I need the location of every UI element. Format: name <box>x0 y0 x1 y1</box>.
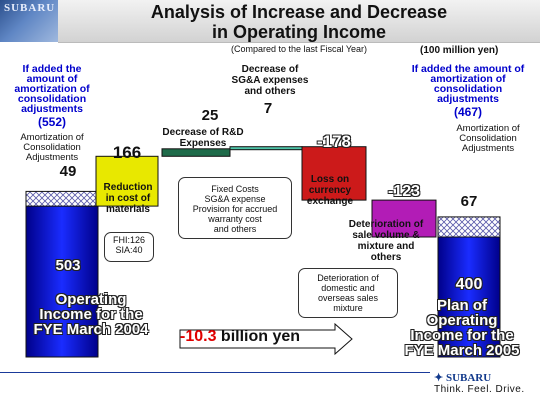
fye04-line3: FYE March 2004 <box>33 321 149 338</box>
materials-annotation: Reduction in cost of materials <box>97 182 159 215</box>
sga-line2: SG&A expenses <box>231 75 309 86</box>
left-amort-line3: Adjustments <box>25 152 79 163</box>
subaru-logo-text: SUBARU <box>4 2 56 14</box>
fx-line3: exchange <box>306 196 354 207</box>
amortization-value-label-right: 67 <box>460 193 478 210</box>
materials-line2: in cost of <box>105 193 151 204</box>
vol-line3: mixture and <box>357 241 415 252</box>
bar-fye2005 <box>437 236 501 358</box>
left-note-line5: adjustments <box>21 103 83 115</box>
total-arrow <box>179 322 353 356</box>
rd-line1: Decrease of R&D <box>162 127 244 138</box>
left-note-value: (552) <box>37 115 66 129</box>
sga-line3: and others <box>244 86 296 97</box>
rd-annotation: Decrease of R&D Expenses <box>162 127 244 149</box>
bar-fx <box>301 146 367 201</box>
bar-value-label-volume: -123 <box>387 183 421 200</box>
right-amortization-note: If added the amount of amortization of c… <box>400 63 536 119</box>
materials-line3: materials <box>106 204 150 215</box>
right-amortization-label: Amortization of Consolidation Adjustment… <box>440 124 536 154</box>
total-change-unit: billion yen <box>220 328 301 345</box>
chart-subtitle: (Compared to the last Fiscal Year) <box>230 44 368 54</box>
bar-value-label-rd: 25 <box>201 107 219 124</box>
left-note-line1: If added the <box>22 63 82 75</box>
left-amort-line2: Consolidation <box>23 142 81 153</box>
bar-value-label-fye2004: 503 <box>55 257 81 274</box>
left-note-line4: consolidation <box>17 93 87 105</box>
right-amort-line3: Adjustments <box>461 143 515 154</box>
fye2004-caption: Operating Income for the FYE March 2004 <box>12 292 170 337</box>
left-note-line3: amortization of <box>14 83 90 95</box>
fye05-line3: Income for the <box>410 327 514 344</box>
domestic-overseas-callout: Deterioration of domestic and overseas s… <box>298 268 398 318</box>
dom-line3: overseas sales <box>317 293 379 303</box>
logo-banner <box>0 0 58 42</box>
footer-rule <box>0 372 430 373</box>
fixed-line4: warranty cost <box>208 214 262 224</box>
bar-fye2005-amortization <box>437 216 501 238</box>
fx-annotation: Loss on currency exchange <box>300 174 360 207</box>
right-note-line2: amortization of <box>430 73 506 85</box>
amortization-value-label-left: 49 <box>59 163 77 180</box>
left-amortization-label: Amortization of Consolidation Adjustment… <box>4 133 100 163</box>
bar-value-label-fx: -178 <box>316 132 352 151</box>
chart-title-line2: in Operating Income <box>211 22 387 42</box>
total-change-label: -10.3 billion yen <box>180 328 300 346</box>
vol-line1: Deterioration of <box>348 219 424 230</box>
materials-line1: Reduction <box>103 182 153 193</box>
subaru-star-icon: ✦ <box>434 372 444 384</box>
sga-annotation: Decrease of SG&A expenses and others <box>225 64 315 97</box>
fixed-costs-callout: Fixed Costs SG&A expense Provision for a… <box>178 177 292 239</box>
subaru-brand-text: SUBARU <box>445 372 492 384</box>
right-note-value: (467) <box>453 105 482 119</box>
bar-rd <box>161 148 231 157</box>
fye05-line4: FYE March 2005 <box>404 342 520 359</box>
sia-line: SIA:40 <box>115 245 143 255</box>
fye2005-caption: Plan of Operating Income for the FYE Mar… <box>384 298 540 358</box>
left-amort-line1: Amortization of <box>20 132 84 143</box>
bar-fye2004 <box>25 205 99 358</box>
bar-value-label-fye2005: 400 <box>455 276 483 293</box>
bar-value-label-sga: 7 <box>263 100 273 117</box>
fye04-line1: Operating <box>55 291 127 308</box>
sga-line1: Decrease of <box>241 64 299 75</box>
volume-annotation: Deterioration of sale volume & mixture a… <box>340 219 432 263</box>
left-amortization-note: If added the amount of amortization of c… <box>6 63 98 129</box>
right-amort-line1: Amortization of <box>456 123 520 134</box>
bar-value-label-materials: 166 <box>112 143 142 162</box>
footer-tagline: Think. Feel. Drive. <box>434 384 525 395</box>
materials-breakdown-callout: FHI:126 SIA:40 <box>104 232 154 262</box>
fye04-line2: Income for the <box>39 306 143 323</box>
right-note-line1: If added the amount of <box>411 63 525 75</box>
bar-materials <box>95 155 159 207</box>
right-amort-line2: Consolidation <box>459 133 517 144</box>
fixed-line3: Provision for accrued <box>192 204 278 214</box>
fye05-line1: Plan of <box>436 297 487 314</box>
chart-title-line1: Analysis of Increase and Decrease <box>150 2 448 22</box>
fixed-line2: SG&A expense <box>204 194 266 204</box>
unit-label: (100 million yen) <box>420 45 499 56</box>
fhi-line: FHI:126 <box>112 235 145 245</box>
left-note-line2: amount of <box>26 73 78 85</box>
rd-line2: Expenses <box>179 138 227 149</box>
dom-line4: mixture <box>333 303 363 313</box>
bar-volume <box>371 199 437 238</box>
bar-fye2004-amortization <box>25 190 99 207</box>
subaru-footer-logo: ✦ SUBARU <box>434 371 491 384</box>
right-note-line3: consolidation <box>433 83 503 95</box>
right-note-line4: adjustments <box>437 93 499 105</box>
vol-line4: others <box>370 252 402 263</box>
fye05-line2: Operating <box>426 312 498 329</box>
total-change-value: -10.3 <box>180 328 217 345</box>
fixed-line1: Fixed Costs <box>211 184 259 194</box>
dom-line2: domestic and <box>321 283 375 293</box>
vol-line2: sale volume & <box>352 230 420 241</box>
fx-line1: Loss on <box>310 174 350 185</box>
title-banner <box>58 0 540 43</box>
fx-line2: currency <box>308 185 352 196</box>
dom-line1: Deterioration of <box>317 273 379 283</box>
fixed-line5: and others <box>213 224 257 234</box>
